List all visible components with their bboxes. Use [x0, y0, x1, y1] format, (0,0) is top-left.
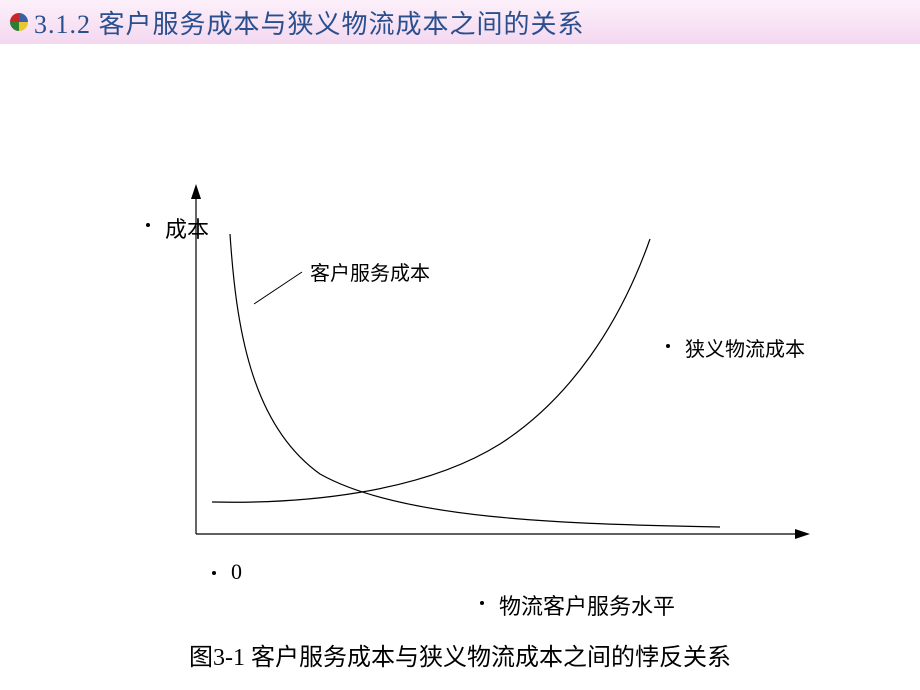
customer-service-cost-curve: [230, 234, 720, 527]
pointer-line: [254, 272, 302, 304]
y-axis-arrow: [191, 184, 201, 199]
bullet-dot: [666, 344, 670, 348]
bullet-dot: [480, 601, 484, 605]
chart-area: 成本 客户服务成本 狭义物流成本 0 物流客户服务水平 图3-1 客户服务成本与…: [0, 44, 920, 690]
y-axis-label: 成本: [165, 212, 209, 244]
bullet-dot: [146, 223, 150, 227]
x-axis-label: 物流客户服务水平: [499, 589, 675, 621]
header-bar: 3.1.2 客户服务成本与狭义物流成本之间的关系: [0, 0, 920, 44]
curve2-label: 狭义物流成本: [685, 333, 805, 362]
narrow-logistics-cost-curve: [212, 239, 650, 502]
bullet-dot: [212, 571, 216, 575]
curve1-label: 客户服务成本: [310, 257, 430, 286]
bullet-icon: [10, 13, 28, 31]
x-axis-arrow: [795, 529, 810, 539]
origin-label: 0: [231, 559, 242, 585]
chart-svg: [0, 44, 920, 690]
page-title: 3.1.2 客户服务成本与狭义物流成本之间的关系: [34, 4, 585, 41]
chart-caption: 图3-1 客户服务成本与狭义物流成本之间的悖反关系: [0, 637, 920, 672]
